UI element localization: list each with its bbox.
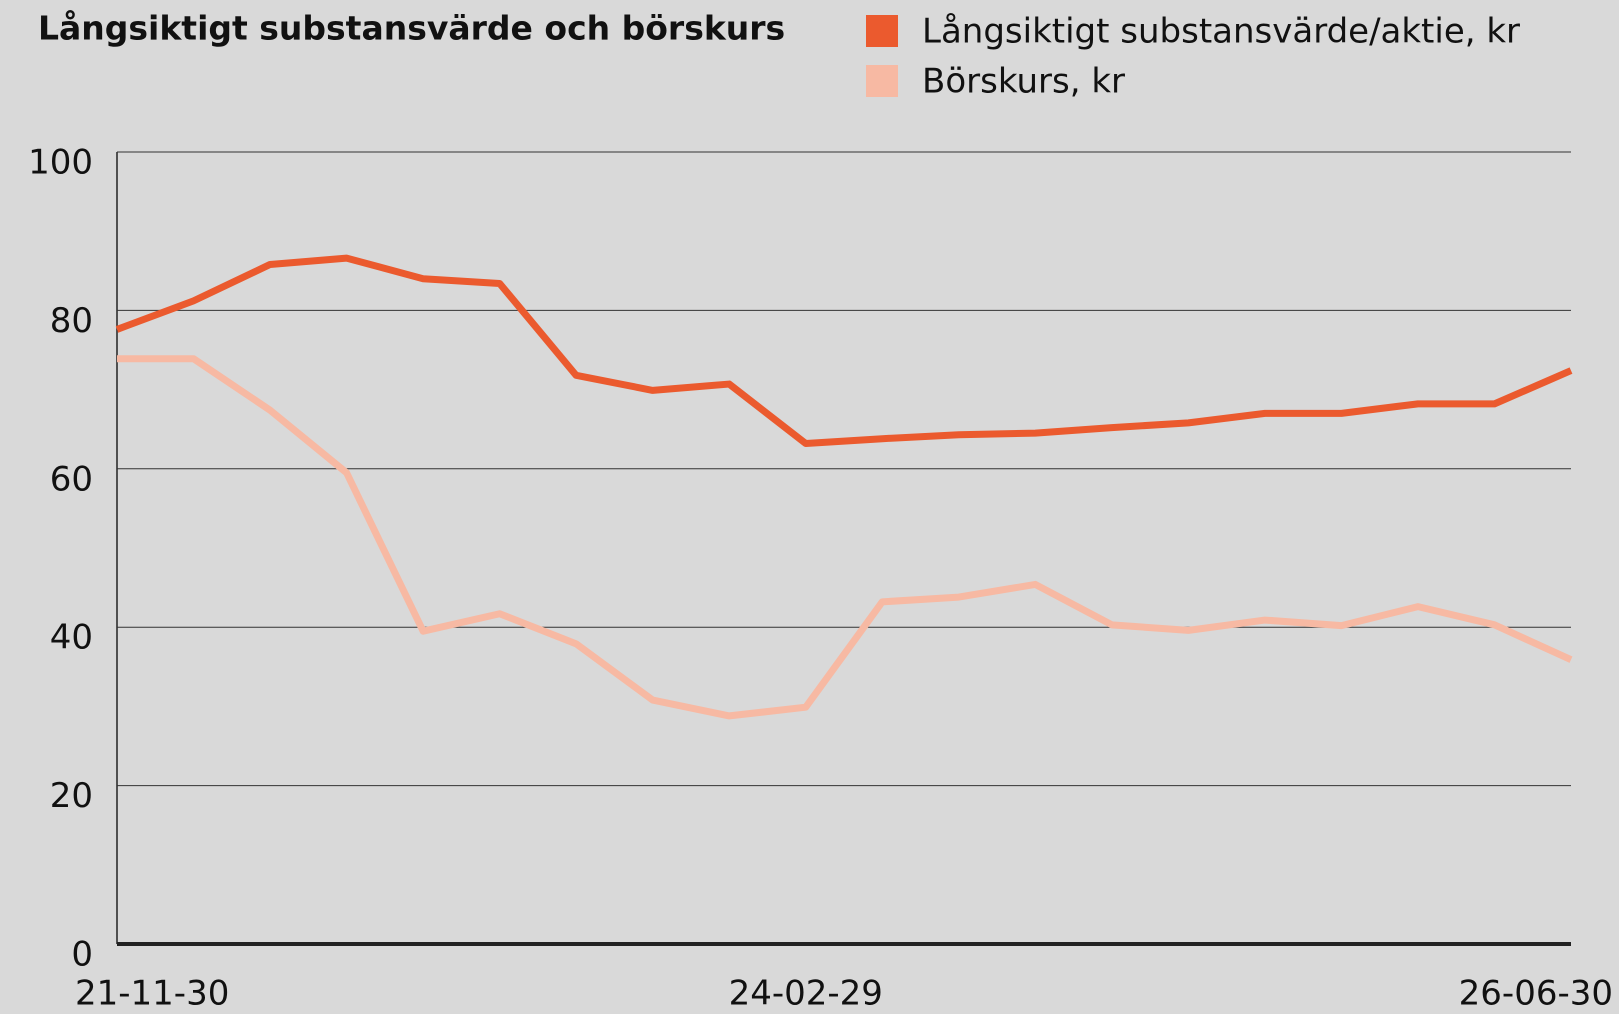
series-line [117, 355, 1573, 720]
legend-swatch [866, 65, 898, 97]
x-tick-label: 24-02-29 [729, 974, 883, 1014]
y-tick-label: 0 [71, 935, 93, 975]
x-tick-label: 26-06-30 [1459, 974, 1613, 1014]
y-tick-label: 20 [50, 776, 93, 816]
series-line [115, 254, 1573, 447]
y-tick-label: 40 [50, 618, 93, 658]
x-tick-label: 21-11-30 [75, 974, 229, 1014]
legend-swatch [866, 15, 898, 47]
chart-title: Långsiktigt substansvärde och börskurs [38, 9, 785, 48]
y-tick-label: 80 [50, 301, 93, 341]
legend-label: Börskurs, kr [922, 62, 1125, 102]
y-tick-label: 100 [28, 143, 93, 183]
legend-label: Långsiktigt substansvärde/aktie, kr [922, 12, 1520, 52]
y-tick-label: 60 [50, 459, 93, 499]
